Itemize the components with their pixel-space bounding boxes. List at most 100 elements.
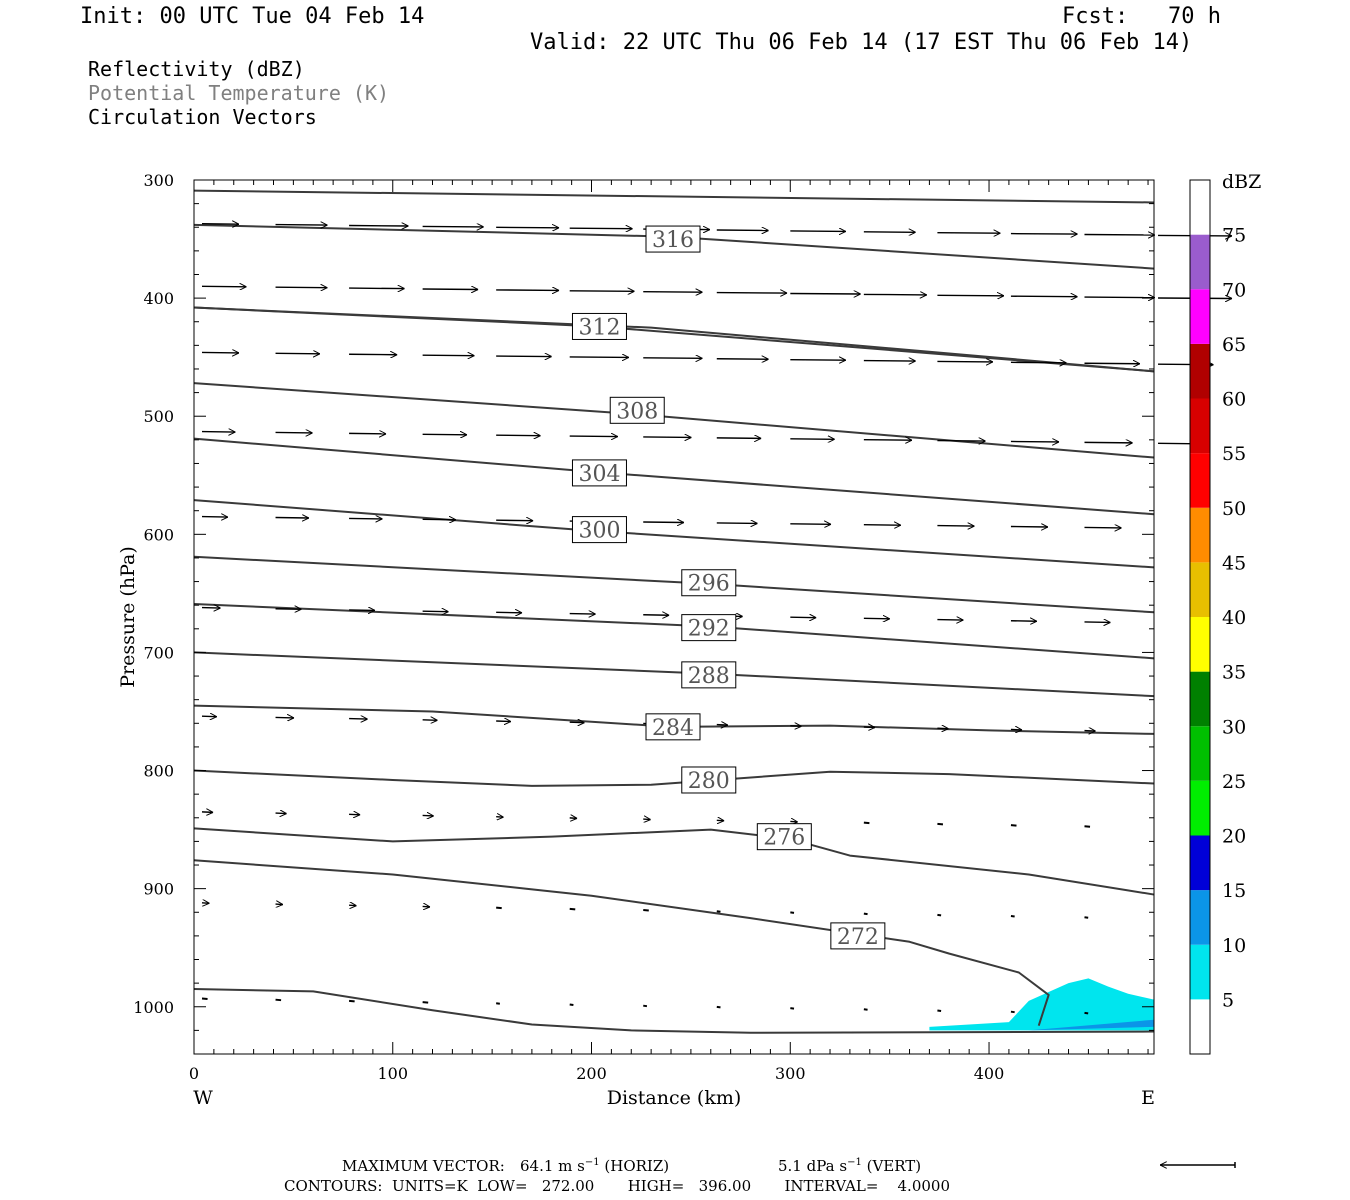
colorbar-label: 65 (1222, 334, 1246, 356)
circulation-vector (422, 815, 434, 816)
circulation-vector (1010, 234, 1078, 235)
contour-label-284: 284 (652, 716, 694, 741)
theta-contour-0 (193, 189, 1155, 204)
reflectivity-area-5dbz (929, 978, 1154, 1031)
forecast-hour: Fcst: 70 h (1062, 4, 1221, 29)
circulation-vector (496, 817, 503, 818)
contour-label-316: 316 (652, 228, 694, 253)
circulation-vector (422, 355, 475, 356)
field-potential-temperature: Potential Temperature (K) (88, 81, 390, 105)
circulation-vector (422, 289, 479, 290)
circulation-vector (790, 821, 797, 822)
colorbar-label: 50 (1222, 498, 1246, 520)
colorbar-label: 35 (1222, 662, 1246, 684)
circulation-vector (569, 722, 585, 723)
circulation-vector (937, 620, 963, 621)
circulation-vector (569, 357, 629, 358)
colorbar-label: 45 (1222, 552, 1246, 574)
circulation-vector (790, 293, 860, 294)
colorbar-label: 75 (1222, 225, 1246, 247)
circulation-vector (937, 526, 974, 527)
contour-label-box-304 (571, 459, 627, 487)
contour-label-box-288 (681, 661, 737, 689)
circulation-vector (716, 523, 758, 524)
circulation-vector (716, 293, 787, 294)
axis-ticks: 0 100 200 300 400 300 400 500 600 700 800 900 1000 (133, 171, 1154, 1083)
circulation-vector (790, 439, 834, 440)
contour-label-272: 272 (837, 925, 879, 950)
colorbar-label: 70 (1222, 279, 1246, 301)
circulation-vector (716, 359, 769, 360)
circulation-vector (275, 518, 309, 519)
horiz-unit: (HORIZ) (604, 1157, 670, 1175)
colorbar-segment (1190, 234, 1210, 290)
colorbar-segment (1190, 343, 1210, 399)
x-tick-label: 400 (974, 1064, 1005, 1083)
circulation-vector (1010, 296, 1078, 297)
circulation-vector (1010, 824, 1017, 827)
circulation-vector (863, 618, 890, 619)
circulation-vector (201, 997, 208, 1000)
circulation-vector (201, 812, 213, 813)
contour-info: CONTOURS: UNITS=K LOW= 272.00 HIGH= 396.… (284, 1177, 950, 1195)
circulation-vector (790, 1007, 795, 1010)
max-vector-label: MAXIMUM VECTOR: (342, 1157, 505, 1175)
circulation-vector (1010, 441, 1059, 442)
circulation-vector (569, 228, 633, 229)
colorbar-label: 5 (1222, 989, 1234, 1011)
contour-label-box-276 (756, 823, 812, 851)
circulation-vector (422, 906, 430, 907)
colorbar-segment (1190, 944, 1210, 1000)
circulation-vector (201, 716, 217, 717)
circulation-vector (643, 1004, 648, 1008)
circulation-vector (422, 1001, 429, 1004)
colorbar-label: 10 (1222, 935, 1246, 957)
circulation-vector (643, 437, 691, 438)
contour-label-box-284 (645, 713, 701, 741)
circulation-vector (496, 906, 502, 910)
circulation-vector (569, 818, 577, 819)
colorbar-label: 15 (1222, 880, 1246, 902)
circulation-vector (863, 1008, 868, 1011)
x-tick-label: 300 (775, 1064, 806, 1083)
circulation-vector (275, 717, 295, 718)
colorbar-segment (1190, 999, 1210, 1054)
circulation-vector (716, 910, 721, 913)
circulation-vector (1084, 622, 1110, 623)
circulation-vector (201, 352, 239, 353)
circulation-vector (422, 720, 438, 721)
theta-contour-304 (193, 437, 1155, 516)
y-tick-label: 300 (143, 171, 174, 190)
circulation-vector (643, 909, 649, 912)
circulation-vector (937, 728, 948, 729)
contour-label-312: 312 (578, 315, 620, 340)
field-circulation-vectors: Circulation Vectors (88, 105, 317, 129)
circulation-vector (643, 358, 702, 359)
colorbar-segment (1190, 780, 1210, 836)
contour-label-280: 280 (688, 769, 730, 794)
circulation-vector (1084, 825, 1091, 828)
circulation-vector (790, 524, 831, 525)
circulation-vector (201, 608, 221, 609)
circulation-vector (349, 354, 397, 355)
theta-contour-280 (193, 769, 1155, 787)
contour-label-box-272 (830, 922, 886, 950)
y-tick-label: 600 (143, 525, 174, 544)
colorbar-label: 30 (1222, 716, 1246, 738)
circulation-vector (937, 1009, 942, 1012)
colorbar-segment (1190, 726, 1210, 781)
reflectivity-area-10dbz (1028, 1019, 1154, 1031)
circulation-vector (201, 517, 228, 518)
contour-label-layer: 316 312 308 304 300 296 292 288 284 280 276 272 (571, 225, 886, 950)
circulation-vector (643, 522, 684, 523)
circulation-vector (716, 1005, 721, 1009)
circulation-vector (716, 820, 724, 821)
circulation-vector (1084, 442, 1132, 443)
colorbar-segment (1190, 617, 1210, 672)
circulation-vector (863, 912, 868, 916)
contour-label-box-280 (681, 766, 737, 794)
circulation-vector (863, 361, 916, 362)
circulation-vector (863, 525, 901, 526)
circulation-vector (275, 287, 328, 288)
circulation-vector (863, 727, 875, 728)
